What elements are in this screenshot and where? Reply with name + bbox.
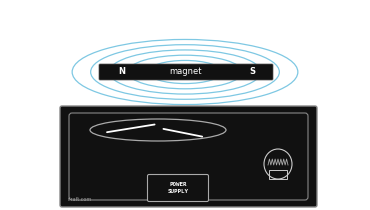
FancyBboxPatch shape <box>60 106 317 207</box>
Text: magnet: magnet <box>169 67 201 76</box>
FancyBboxPatch shape <box>99 64 273 80</box>
Text: N: N <box>118 67 125 76</box>
Text: rlraft.com: rlraft.com <box>68 197 92 202</box>
FancyBboxPatch shape <box>148 175 209 202</box>
Text: S: S <box>249 67 255 76</box>
Text: POWER
SUPPLY: POWER SUPPLY <box>168 182 188 194</box>
